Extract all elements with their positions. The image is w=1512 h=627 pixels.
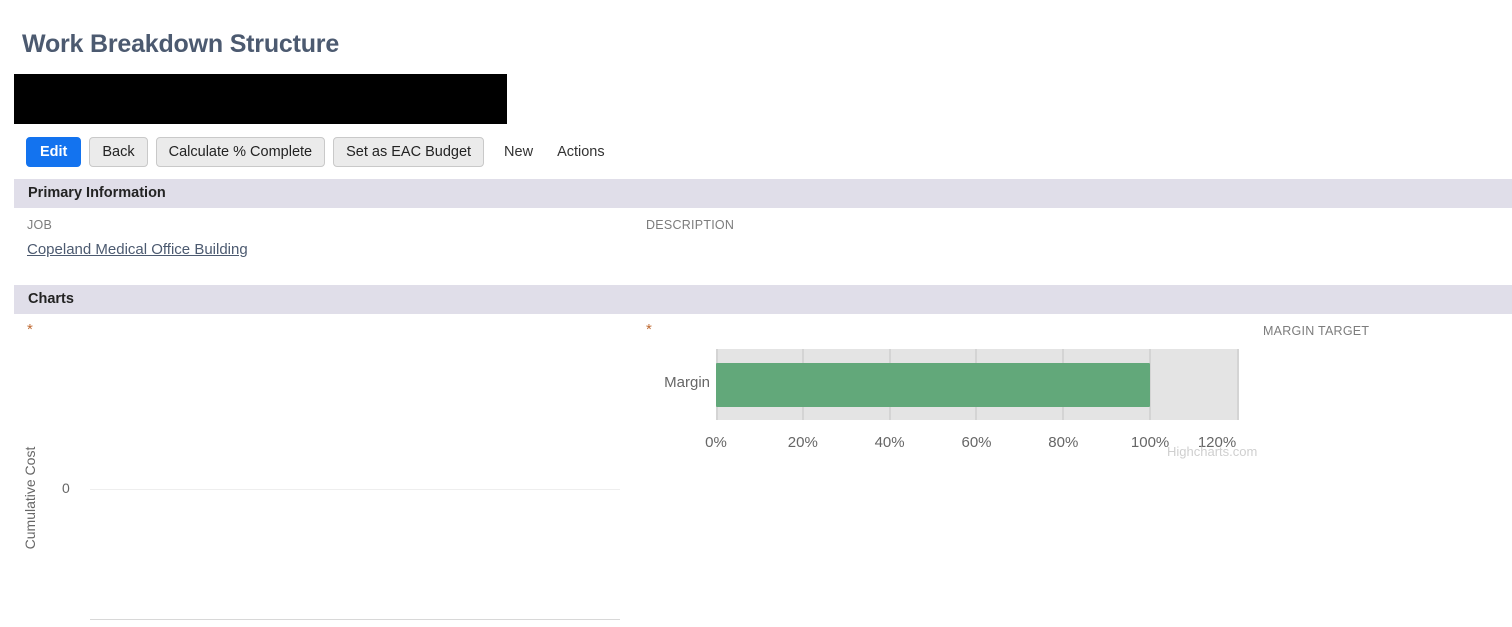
chart-margin-xtick: 80% [1048,434,1079,451]
chart-margin-xtick: 40% [874,434,905,451]
calculate-percent-complete-button[interactable]: Calculate % Complete [155,137,326,167]
chart-margin-xtick: 0% [705,434,727,451]
section-header-primary-information: Primary Information [14,179,1512,208]
chart-margin-xtick: 20% [787,434,818,451]
set-as-eac-budget-button[interactable]: Set as EAC Budget [333,137,485,167]
chart-cumulative-cost-gridline [90,489,620,490]
field-label-description: DESCRIPTION [646,218,735,232]
field-label-job: JOB [27,218,53,232]
required-asterisk-icon-left: * [27,321,33,338]
new-menu[interactable]: New [504,144,534,160]
redacted-banner [14,74,507,124]
chart-margin-xtick: 100% [1130,434,1170,451]
chart-margin-xtick: 120% [1197,434,1237,451]
chart-cumulative-cost-ytick-0: 0 [62,480,70,496]
section-header-charts: Charts [14,285,1512,314]
chart-cumulative-cost[interactable]: Cumulative Cost 0 [0,310,640,627]
action-toolbar: Edit Back Calculate % Complete Set as EA… [26,137,617,167]
chart-margin[interactable]: Margin 0% 20% 40% 60% 80% 100% 120% High… [640,310,1280,480]
edit-button[interactable]: Edit [26,137,82,167]
back-button[interactable]: Back [89,137,148,167]
chart-cumulative-cost-ylabel: Cumulative Cost [22,446,38,550]
actions-menu[interactable]: Actions [557,144,605,160]
chart-margin-gridline [1149,349,1152,420]
field-value-description [646,241,734,259]
chart-margin-xtick: 60% [961,434,992,451]
chart-margin-category-label: Margin [664,374,710,391]
page-title: Work Breakdown Structure [22,30,340,58]
field-label-margin-target: MARGIN TARGET [1263,324,1370,338]
chart-cumulative-cost-xaxis-line [90,619,620,620]
field-job: JOB Copeland Medical Office Building [27,218,248,259]
chart-margin-credits[interactable]: Highcharts.com [1167,444,1258,459]
field-description: DESCRIPTION [646,218,734,259]
chart-margin-bar-margin[interactable] [716,363,1151,407]
chart-margin-plot-area [716,349,1239,420]
field-value-job-link[interactable]: Copeland Medical Office Building [27,241,248,258]
required-asterisk-icon-right: * [646,321,652,338]
field-margin-target: MARGIN TARGET [1263,324,1369,365]
